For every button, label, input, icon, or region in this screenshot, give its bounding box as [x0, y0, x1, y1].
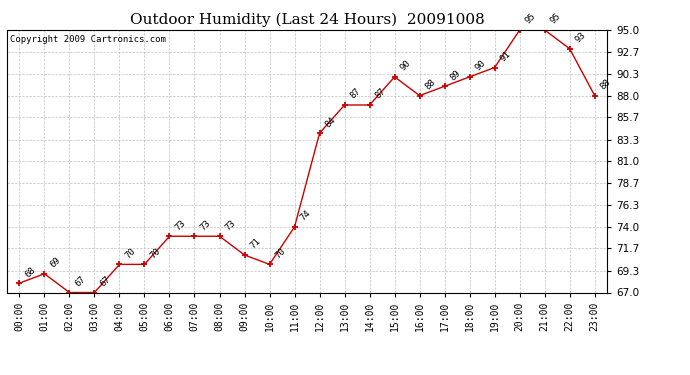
Text: 91: 91	[499, 50, 513, 63]
Text: 69: 69	[48, 256, 63, 270]
Text: Copyright 2009 Cartronics.com: Copyright 2009 Cartronics.com	[10, 35, 166, 44]
Text: 84: 84	[324, 115, 337, 129]
Text: 73: 73	[174, 218, 188, 232]
Text: 67: 67	[99, 274, 112, 288]
Text: 90: 90	[399, 59, 413, 73]
Text: 73: 73	[199, 218, 213, 232]
Text: 71: 71	[248, 237, 263, 251]
Text: 95: 95	[524, 12, 538, 26]
Text: 70: 70	[124, 246, 137, 260]
Text: 73: 73	[224, 218, 237, 232]
Text: 88: 88	[424, 78, 437, 92]
Text: 74: 74	[299, 209, 313, 223]
Text: 70: 70	[148, 246, 163, 260]
Text: 93: 93	[574, 31, 588, 45]
Text: 88: 88	[599, 78, 613, 92]
Text: 87: 87	[348, 87, 363, 101]
Title: Outdoor Humidity (Last 24 Hours)  20091008: Outdoor Humidity (Last 24 Hours) 2009100…	[130, 13, 484, 27]
Text: 67: 67	[74, 274, 88, 288]
Text: 89: 89	[448, 68, 463, 82]
Text: 90: 90	[474, 59, 488, 73]
Text: 68: 68	[23, 265, 37, 279]
Text: 70: 70	[274, 246, 288, 260]
Text: 87: 87	[374, 87, 388, 101]
Text: 95: 95	[549, 12, 563, 26]
